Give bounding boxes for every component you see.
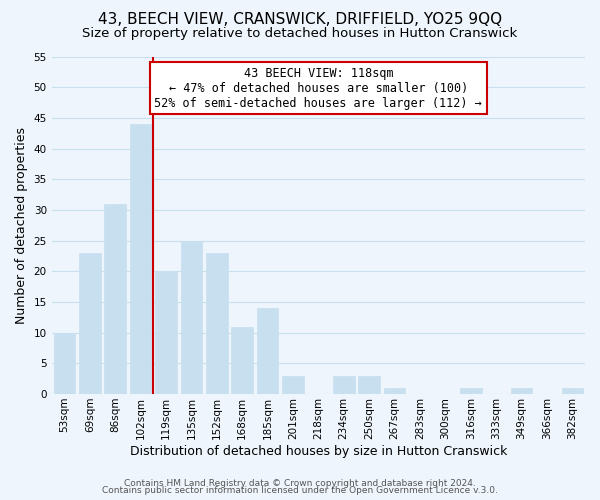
Bar <box>333 376 355 394</box>
Bar <box>53 332 75 394</box>
Bar <box>104 204 126 394</box>
X-axis label: Distribution of detached houses by size in Hutton Cranswick: Distribution of detached houses by size … <box>130 444 507 458</box>
Bar <box>257 308 278 394</box>
Text: Size of property relative to detached houses in Hutton Cranswick: Size of property relative to detached ho… <box>82 28 518 40</box>
Y-axis label: Number of detached properties: Number of detached properties <box>15 127 28 324</box>
Bar <box>384 388 406 394</box>
Bar <box>130 124 151 394</box>
Bar <box>79 253 101 394</box>
Bar <box>460 388 482 394</box>
Bar <box>181 240 202 394</box>
Bar <box>358 376 380 394</box>
Bar <box>206 253 227 394</box>
Text: 43, BEECH VIEW, CRANSWICK, DRIFFIELD, YO25 9QQ: 43, BEECH VIEW, CRANSWICK, DRIFFIELD, YO… <box>98 12 502 28</box>
Bar <box>562 388 583 394</box>
Bar <box>282 376 304 394</box>
Bar <box>232 326 253 394</box>
Text: Contains HM Land Registry data © Crown copyright and database right 2024.: Contains HM Land Registry data © Crown c… <box>124 478 476 488</box>
Bar <box>155 272 177 394</box>
Text: 43 BEECH VIEW: 118sqm
← 47% of detached houses are smaller (100)
52% of semi-det: 43 BEECH VIEW: 118sqm ← 47% of detached … <box>154 66 482 110</box>
Text: Contains public sector information licensed under the Open Government Licence v.: Contains public sector information licen… <box>102 486 498 495</box>
Bar <box>511 388 532 394</box>
